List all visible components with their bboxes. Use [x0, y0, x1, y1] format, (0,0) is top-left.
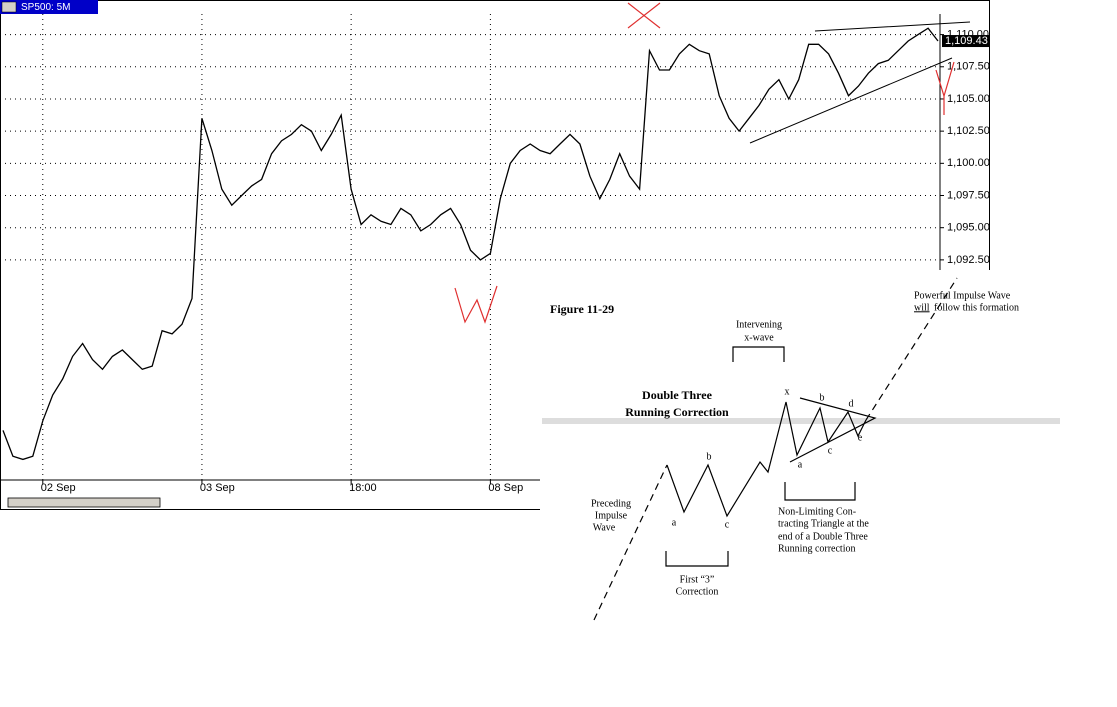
- wave-label: b: [707, 451, 712, 462]
- title-bar: [0, 0, 98, 14]
- figure-overlay: Figure 11-29 Double Three Running Correc…: [540, 270, 1117, 707]
- note: end of a Double Three: [778, 531, 868, 542]
- note: Intervening: [736, 319, 782, 330]
- bracket: [665, 551, 729, 567]
- trend-lines: [749, 21, 971, 144]
- figure-title: Figure 11-29: [550, 302, 614, 316]
- window-icon[interactable]: [1, 1, 17, 13]
- note: Powerful Impulse Wave: [914, 290, 1011, 301]
- note: Correction: [676, 586, 719, 597]
- last-price-box: [942, 35, 990, 48]
- wave-label: c: [828, 445, 833, 456]
- wave-label: d: [849, 398, 854, 409]
- figure-background: [540, 270, 1117, 707]
- scrollbar[interactable]: [7, 497, 161, 508]
- wave-label: c: [725, 519, 730, 530]
- note: will: [914, 302, 930, 313]
- wave-label: a: [672, 517, 677, 528]
- wave-label: x: [785, 386, 790, 397]
- note: Impulse: [595, 510, 628, 521]
- y-mark: [935, 61, 955, 115]
- x-tick-label: 08 Sep: [488, 482, 523, 494]
- wave-label: b: [820, 392, 825, 403]
- y-tick-label: 1,102.50: [947, 125, 990, 137]
- y-tick-label: 1,100.00: [947, 157, 990, 169]
- hand-drawn-marks: [454, 2, 971, 324]
- note: First “3”: [680, 574, 715, 585]
- x-tick-label: 02 Sep: [41, 482, 76, 494]
- wave-line: [666, 401, 867, 518]
- price-line: [2, 27, 939, 461]
- y-tick-label: 1,105.00: [947, 93, 990, 105]
- y-tick-label: 1,092.50: [947, 254, 990, 266]
- bracket: [784, 482, 856, 501]
- wave-label: a: [798, 459, 803, 470]
- note: tracting Triangle at the: [778, 518, 869, 529]
- note: Running correction: [778, 543, 855, 554]
- note: x-wave: [744, 332, 774, 343]
- w-mark: [454, 285, 498, 324]
- bracket: [732, 346, 785, 362]
- x-tick-label: 03 Sep: [200, 482, 235, 494]
- note: follow this formation: [934, 302, 1019, 313]
- wave-label: e: [858, 432, 863, 443]
- y-tick-label: 1,095.00: [947, 222, 990, 234]
- impulse-line: [865, 277, 958, 421]
- last-price-label: 1,109.43: [945, 35, 988, 47]
- triangle-lines: [789, 397, 877, 463]
- x-mark: [627, 2, 661, 29]
- y-tick-label: 1,097.50: [947, 189, 990, 201]
- impulse-line: [593, 464, 668, 621]
- y-tick-label: 1,107.50: [947, 61, 990, 73]
- plot: 1,092.50 1,095.00 1,097.50 1,100.00 1,102.50…: [0, 14, 990, 494]
- heading: Double Three: [642, 388, 713, 402]
- note: Wave: [593, 522, 616, 533]
- heading: Running Correction: [625, 405, 729, 419]
- note: Non-Limiting Con-: [778, 506, 856, 517]
- note: Preceding: [591, 498, 631, 509]
- x-tick-label: 18:00: [349, 482, 377, 494]
- chart-title: SP500: 5M: [21, 2, 70, 13]
